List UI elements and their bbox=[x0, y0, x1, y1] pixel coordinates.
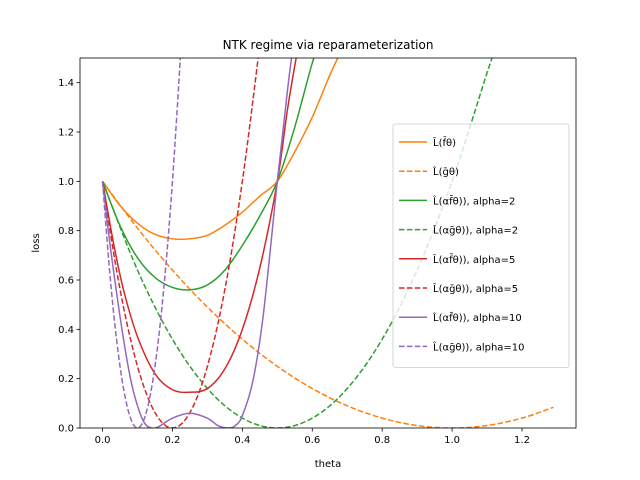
y-tick-label: 1.2 bbox=[58, 128, 74, 139]
series-line-6 bbox=[101, 58, 259, 428]
y-tick-label: 0.8 bbox=[58, 226, 74, 237]
legend-label: L̂(αf̄θ)), alpha=2 bbox=[433, 195, 515, 208]
y-tick-label: 0.0 bbox=[58, 424, 74, 435]
legend-label: L̂(αḡθ)), alpha=10 bbox=[433, 341, 525, 354]
legend-label: L̂(f̄θ) bbox=[433, 136, 456, 149]
y-axis-label: loss bbox=[31, 233, 42, 252]
series-line-7 bbox=[101, 58, 293, 428]
y-tick-label: 1.4 bbox=[58, 78, 74, 89]
legend-label: L̂(αḡθ)), alpha=2 bbox=[433, 224, 518, 237]
legend-label: L̂(αḡθ)), alpha=5 bbox=[433, 282, 518, 295]
x-tick-label: 0.8 bbox=[374, 435, 390, 446]
y-tick-label: 1.0 bbox=[58, 177, 74, 188]
y-tick-label: 0.4 bbox=[58, 325, 74, 336]
legend-label: L̂(ḡθ) bbox=[433, 165, 459, 178]
series-line-4 bbox=[101, 58, 493, 428]
x-tick-label: 1.2 bbox=[514, 435, 530, 446]
series-line-8 bbox=[101, 58, 182, 428]
legend-label: L̂(αf̄θ)), alpha=10 bbox=[433, 311, 522, 324]
y-axis: 0.0 0.2 0.4 0.6 0.8 1.0 1.2 1.4 bbox=[58, 78, 80, 435]
chart-title: NTK regime via reparameterization bbox=[223, 38, 434, 52]
series-layer bbox=[101, 58, 554, 428]
x-tick-label: 0.0 bbox=[95, 435, 111, 446]
x-tick-label: 0.2 bbox=[165, 435, 181, 446]
series-line-1 bbox=[101, 58, 339, 241]
legend: L̂(f̄θ) L̂(ḡθ) L̂(αf̄θ)), alpha=2 L̂(αḡθ)),… bbox=[392, 123, 570, 369]
x-tick-label: 0.4 bbox=[234, 435, 250, 446]
legend-label: L̂(αf̄θ)), alpha=5 bbox=[433, 253, 515, 266]
x-axis: 0.0 0.2 0.4 0.6 0.8 1.0 1.2 bbox=[95, 428, 530, 446]
legend-box bbox=[392, 123, 570, 369]
y-tick-label: 0.6 bbox=[58, 276, 74, 287]
plot-frame bbox=[79, 57, 577, 429]
x-tick-label: 0.6 bbox=[304, 435, 320, 446]
y-tick-label: 0.2 bbox=[58, 374, 74, 385]
series-line-2 bbox=[101, 180, 554, 428]
x-tick-label: 1.0 bbox=[444, 435, 460, 446]
series-line-3 bbox=[101, 58, 315, 291]
x-axis-label: theta bbox=[315, 459, 341, 470]
